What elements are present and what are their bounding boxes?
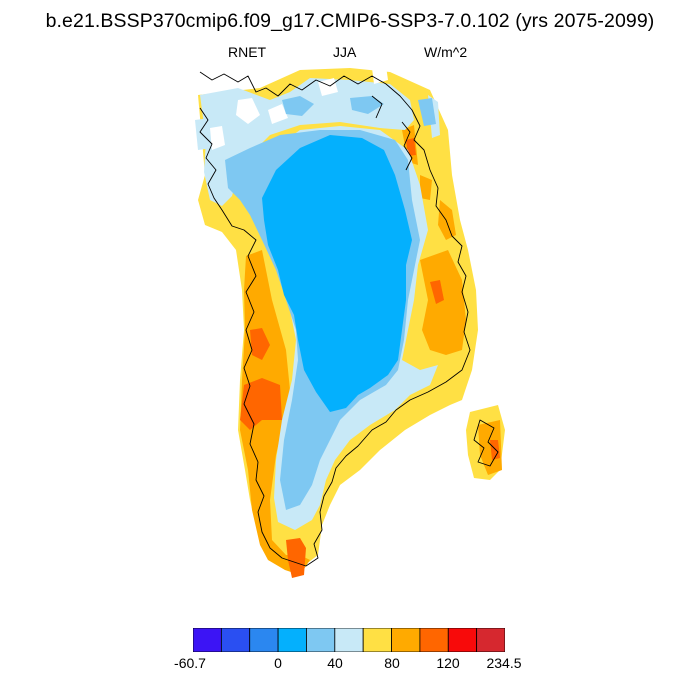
colorbar [192,627,506,653]
colorbar-swatch [192,627,222,653]
colorbar-tick-label: 0 [274,655,282,671]
colorbar-tick-label: 120 [436,655,460,671]
colorbar-swatch [220,627,251,653]
colorbar-swatch [391,627,421,653]
units-label: W/m^2 [424,44,468,60]
colorbar-swatch [362,627,392,653]
map-layer-interior-20 [262,135,412,412]
colorbar-swatch [334,627,364,653]
colorbar-labels: -60.7 0 40 80 120 234.5 [0,655,700,675]
season-label: JJA [333,44,357,60]
figure-title: b.e21.BSSP370cmip6.f09_g17.CMIP6-SSP3-7.… [45,10,655,32]
coastline [199,71,499,567]
colorbar-tick-label: 40 [327,655,343,671]
colorbar-swatch [476,627,506,653]
colorbar-swatch [277,627,307,653]
variable-label: RNET [228,44,267,60]
colorbar-tick-label: -60.7 [174,655,206,671]
map-layer-no-data [210,66,388,150]
colorbar-tick-label: 234.5 [486,655,522,671]
colorbar-tick-label: 80 [384,655,400,671]
colorbar-swatch [419,627,449,653]
colorbar-swatch [447,627,478,653]
colorbar-swatch [249,627,279,653]
colorbar-swatches [192,627,506,653]
colorbar-swatch [306,627,336,653]
